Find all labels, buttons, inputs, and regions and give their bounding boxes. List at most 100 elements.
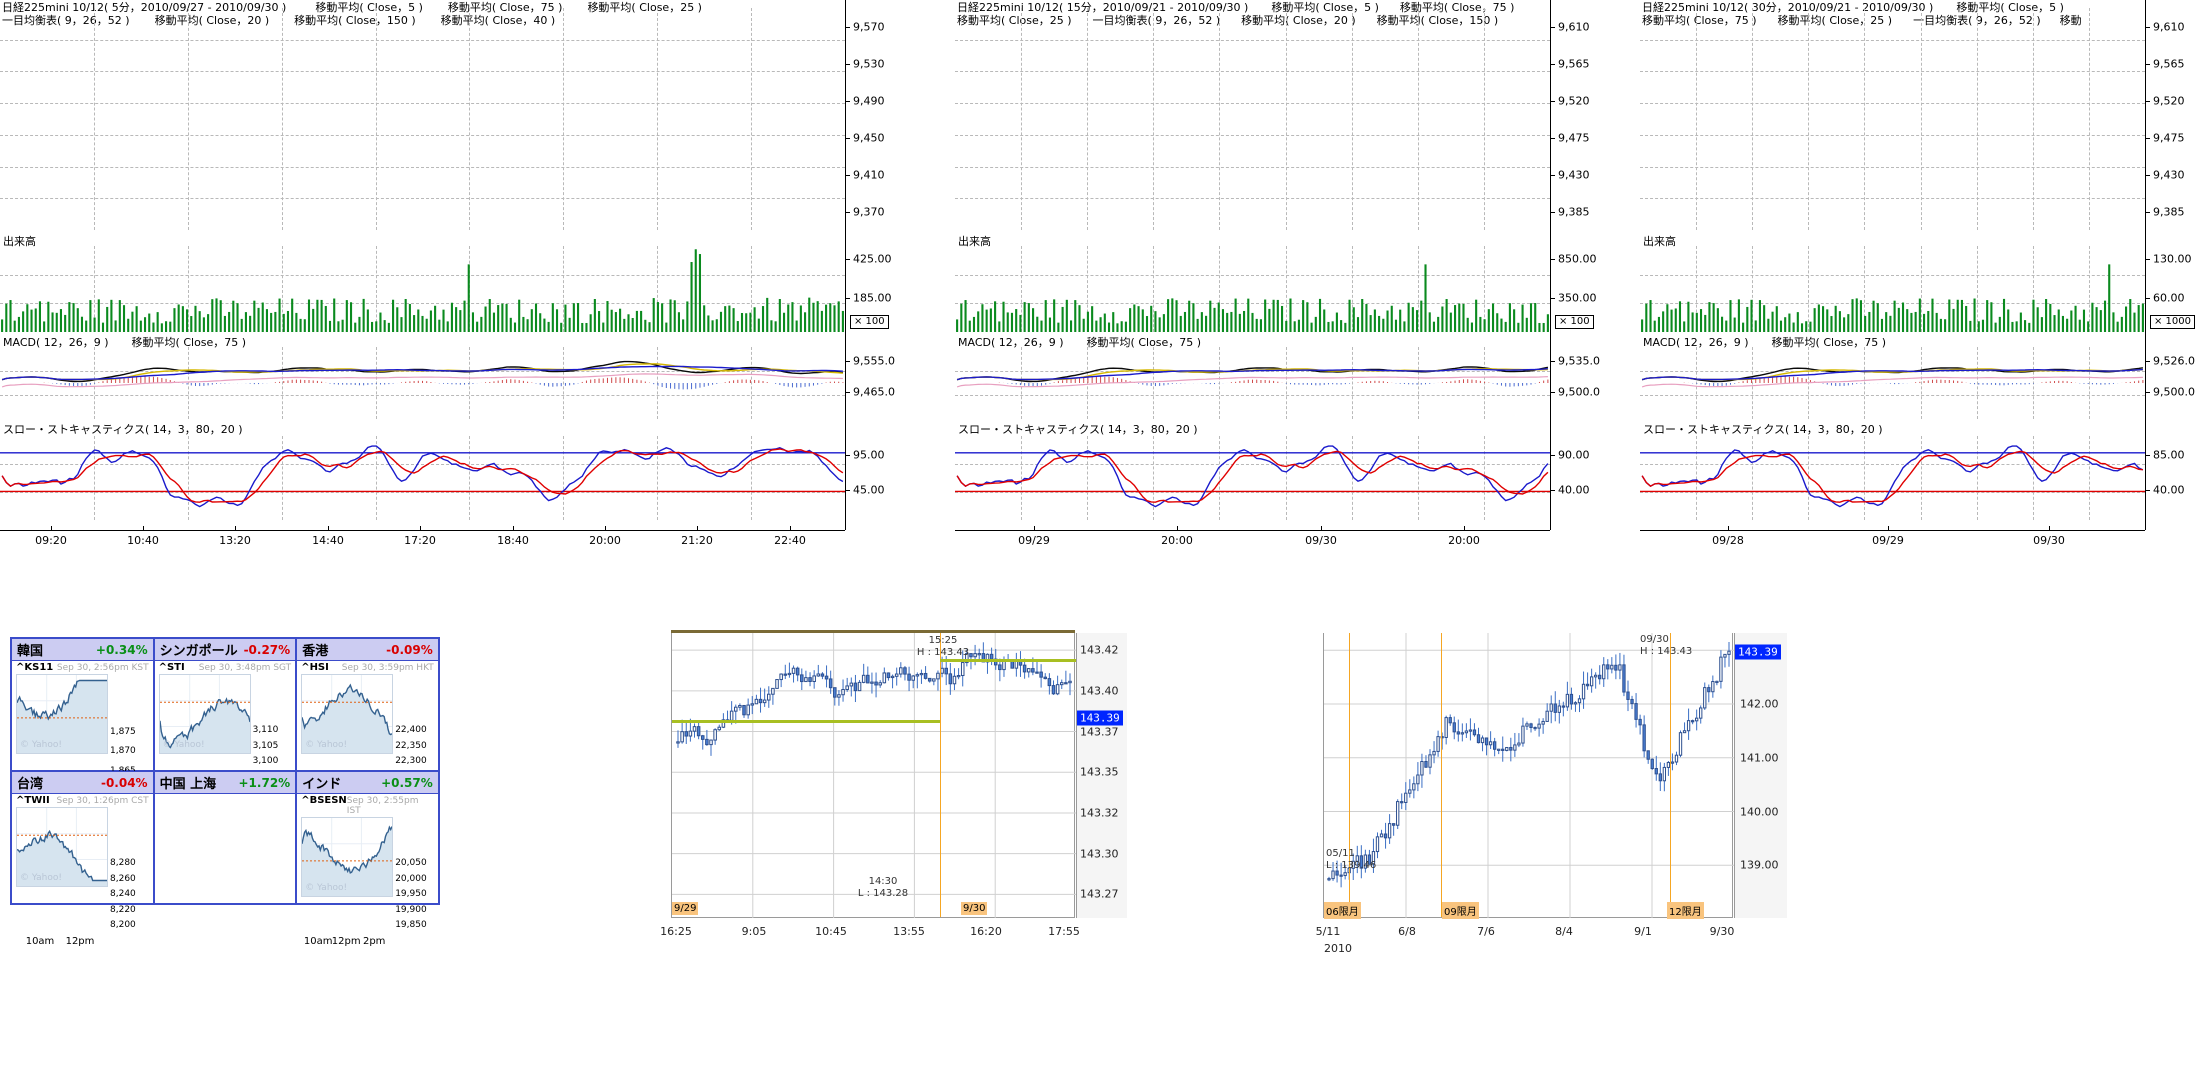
chart-bar <box>1500 318 1503 332</box>
chart-bar <box>1318 298 1322 332</box>
quote-sparkline-wrapper[interactable]: © Yahoo! <box>301 817 394 897</box>
macd-tick-label: 9,526.0 <box>2153 354 2195 368</box>
grid-line-vertical <box>1864 8 1865 230</box>
chart-bar <box>700 735 705 740</box>
chart-bar <box>669 299 672 332</box>
chart-bar <box>1944 319 1947 332</box>
chart-bar <box>1721 316 1724 332</box>
chart-bar <box>1424 760 1428 768</box>
grid-line-vertical <box>469 8 470 230</box>
macd-pane-5min[interactable] <box>0 347 845 419</box>
quote-sparkline-wrapper[interactable]: © Yahoo! <box>158 674 251 754</box>
chart-bar <box>122 305 126 332</box>
price-pane-5min[interactable] <box>0 8 845 230</box>
chart-bar <box>244 312 247 332</box>
chart-bar <box>648 322 651 332</box>
indicator-sma75: 移動平均( Close，75 ) <box>1642 14 1757 27</box>
quote-card-^STI[interactable]: シンガポール -0.27% ^STI Sep 30, 3:48pm SGT © Yaho… <box>153 638 297 814</box>
chart-bar <box>1683 321 1686 332</box>
fx-date-tick: 7/6 <box>1477 925 1495 938</box>
fx-intraday-plot-area[interactable] <box>671 633 1076 918</box>
chart-bar <box>1420 300 1423 332</box>
grid-line-horizontal <box>1640 492 2145 493</box>
y-axis-tick <box>1550 26 1555 28</box>
y-axis-line <box>1550 0 1551 530</box>
chart-bar <box>2133 312 2136 332</box>
chart-bar <box>762 699 767 704</box>
chart-canvas <box>672 633 1076 918</box>
quote-change-percent: -0.27% <box>243 642 291 657</box>
chart-bar <box>1047 678 1052 687</box>
contract-tag-0[interactable]: 06限月 <box>1324 902 1361 919</box>
volume-pane-30min[interactable] <box>1640 246 2145 332</box>
price-pane-15min[interactable] <box>955 8 1550 230</box>
x-axis-line <box>955 530 1550 531</box>
chart-bar <box>1396 801 1400 826</box>
x-axis-tick <box>328 526 329 531</box>
chart-bar <box>1779 320 1783 332</box>
chart-bar <box>509 317 512 332</box>
volume-pane-5min[interactable] <box>0 246 845 332</box>
quote-y-tick: 19,950 <box>395 889 427 899</box>
chart-bar <box>47 301 50 332</box>
chart-bar <box>1400 801 1404 804</box>
quote-card-^BSESN[interactable]: インド +0.57% ^BSESN Sep 30, 2:55pm IST © Yahoo… <box>296 771 439 947</box>
quote-card-中国 上海[interactable]: 中国 上海 +1.72% <box>153 771 297 904</box>
chart-bar <box>1371 851 1376 865</box>
chart-bar <box>1674 308 1677 332</box>
fx-price-tick: 143.40 <box>1080 684 1119 698</box>
chart-bar <box>940 667 944 674</box>
quote-sparkline-wrapper[interactable]: © Yahoo! <box>16 674 108 754</box>
chart-bar <box>539 313 542 332</box>
chart-bar <box>1549 703 1553 712</box>
chart-bar <box>215 298 218 332</box>
contract-tag-2[interactable]: 12限月 <box>1667 902 1704 919</box>
stochastics-pane-15min[interactable] <box>955 436 1550 520</box>
chart-bar <box>680 731 684 743</box>
chart-bar <box>903 667 907 675</box>
chart-path <box>956 368 1548 381</box>
quote-card-^TWII[interactable]: 台湾 -0.04% ^TWII Sep 30, 1:26pm CST © Yahoo! 8… <box>11 771 154 947</box>
quote-timestamp: Sep 30, 2:55pm IST <box>346 796 419 816</box>
fx-daily-plot-area[interactable] <box>1323 633 1734 918</box>
macd-pane-15min[interactable] <box>955 347 1550 419</box>
macd-pane-30min[interactable] <box>1640 347 2145 419</box>
chart-bar <box>1074 300 1077 332</box>
grid-line-vertical <box>1484 8 1485 230</box>
chart-canvas <box>301 817 394 897</box>
chart-bar <box>68 302 71 332</box>
chart-bar <box>181 306 184 332</box>
stochastics-pane-30min[interactable] <box>1640 436 2145 520</box>
contract-tag-1[interactable]: 09限月 <box>1442 902 1479 919</box>
chart-bar <box>1610 664 1614 670</box>
quote-card-^HSI[interactable]: 香港 -0.09% ^HSI Sep 30, 3:59pm HKT © Yahoo! 22… <box>296 638 439 814</box>
yahoo-watermark: © Yahoo! <box>305 740 348 750</box>
chart-bar <box>1484 737 1489 746</box>
chart-bar <box>2002 298 2006 332</box>
yahoo-watermark: © Yahoo! <box>162 740 205 750</box>
nikkei-panel-30min[interactable]: 日経225mini 10/12( 30分，2010/09/21 - 2010/0… <box>1640 0 2200 565</box>
price-pane-30min[interactable] <box>1640 8 2145 230</box>
volume-pane-15min[interactable] <box>955 246 1550 332</box>
chart-bar <box>2032 299 2035 332</box>
asia-index-grid[interactable]: 韓国 +0.34% ^KS11 Sep 30, 2:56pm KST © Yahoo! 1… <box>10 637 440 947</box>
chart-bar <box>936 672 940 680</box>
chart-bar <box>1509 746 1513 751</box>
chart-bar <box>866 674 870 684</box>
day-tag-1[interactable]: 9/30 <box>961 902 988 915</box>
day-tag-0[interactable]: 9/29 <box>672 902 699 915</box>
stochastics-pane-5min[interactable] <box>0 436 845 520</box>
chart-bar <box>833 305 836 332</box>
fx-intraday-chart[interactable]: 143.42 143.40 143.37 143.35 143.32 143.30 143.… <box>660 630 1288 940</box>
nikkei-panel-5min[interactable]: 日経225mini 10/12( 5分，2010/09/27 - 2010/09… <box>0 0 955 565</box>
chart-bar <box>337 321 340 332</box>
chart-bar <box>143 317 147 332</box>
quote-timestamp: Sep 30, 2:56pm KST <box>56 663 149 673</box>
quote-sparkline-wrapper[interactable]: © Yahoo! <box>301 674 394 754</box>
quote-card-^KS11[interactable]: 韓国 +0.34% ^KS11 Sep 30, 2:56pm KST © Yahoo! 1… <box>11 638 154 814</box>
nikkei-panel-15min[interactable]: 日経225mini 10/12( 15分，2010/09/21 - 2010/0… <box>955 0 1635 565</box>
chart-bar <box>2129 299 2132 332</box>
quote-sparkline-wrapper[interactable]: © Yahoo! <box>16 807 108 887</box>
chart-bar <box>627 314 630 332</box>
